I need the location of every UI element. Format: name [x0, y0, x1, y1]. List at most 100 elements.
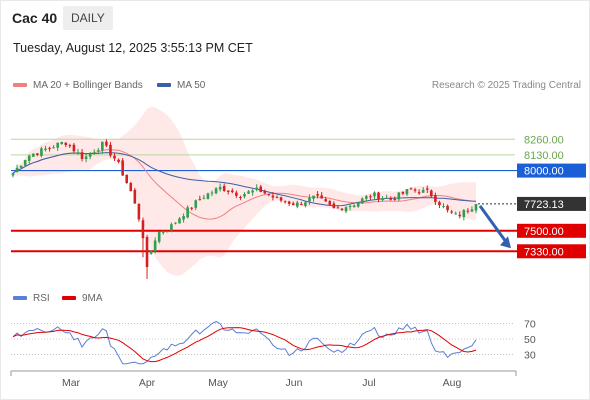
- level-box-7330.00: [517, 244, 586, 259]
- copyright: Research © 2025 Trading Central: [431, 80, 581, 91]
- candle-body: [129, 182, 133, 192]
- level-label-8000.00: 8000.00: [524, 166, 564, 178]
- candle-body: [72, 144, 76, 152]
- candle-body: [222, 186, 226, 191]
- level-label-7330.00: 7330.00: [524, 246, 564, 258]
- candle-body: [462, 209, 466, 217]
- candle-body: [170, 224, 173, 231]
- last-price-label: 7723.13: [524, 199, 564, 211]
- candle-body: [153, 240, 157, 252]
- candle-body: [113, 155, 116, 159]
- candle-body: [64, 142, 68, 145]
- candle-body: [267, 194, 271, 196]
- candle-body: [413, 189, 417, 191]
- x-tick-label-aug: Aug: [443, 377, 462, 389]
- candle-body: [348, 205, 352, 208]
- candle-body: [442, 206, 445, 208]
- x-axis: Mar Apr May Jun Jul Aug: [10, 370, 517, 389]
- candle-body: [190, 207, 194, 209]
- candle-body: [137, 203, 141, 220]
- candle-body: [101, 141, 104, 151]
- level-labels: 8260.00 8130.00 8000.00 7500.00 7330.00 7723.…: [478, 134, 586, 259]
- candle-body: [308, 197, 311, 202]
- rsi-label: RSI: [33, 293, 50, 304]
- forecast-arrow-shaft: [478, 205, 509, 245]
- candle-body: [105, 141, 108, 146]
- candle-body: [157, 232, 161, 242]
- candle-body: [304, 202, 307, 206]
- legend-rsi: RSI: [13, 293, 50, 304]
- candle-body: [393, 198, 397, 201]
- candle-body: [259, 186, 263, 192]
- rsi-tick-label: 50: [524, 334, 536, 346]
- candle-body: [401, 191, 405, 194]
- candle-body: [360, 198, 364, 204]
- candle-body: [133, 189, 137, 204]
- candle-body: [186, 207, 189, 218]
- candle-body: [434, 195, 437, 202]
- candle-body: [421, 189, 425, 193]
- ma20-swatch: [13, 83, 27, 88]
- candle-body: [344, 207, 348, 212]
- candle-body: [295, 202, 299, 207]
- candle-body: [32, 153, 35, 157]
- legend-ma50: MA 50: [157, 80, 205, 91]
- timestamp: Tuesday, August 12, 2025 3:55:13 PM CET: [13, 41, 253, 55]
- candle-body: [56, 142, 59, 148]
- candle-body: [60, 141, 64, 145]
- candle-body: [247, 191, 250, 194]
- x-tick-label-apr: Apr: [139, 377, 156, 389]
- period-selector[interactable]: DAILY: [63, 6, 113, 30]
- candle-body: [397, 192, 401, 200]
- candle-body: [373, 192, 376, 197]
- rsi-tick-label: 30: [524, 349, 536, 361]
- legend-ma20: MA 20 + Bollinger Bands: [13, 80, 143, 91]
- candle-body: [48, 147, 51, 149]
- candle-body: [178, 218, 181, 224]
- candle-body: [231, 190, 234, 193]
- ma50-label: MA 50: [177, 80, 206, 91]
- ma20-label: MA 20 + Bollinger Bands: [33, 80, 143, 91]
- rsi-panel: 70 50 30: [11, 319, 536, 365]
- candle-body: [194, 200, 198, 208]
- candle-body: [458, 214, 462, 217]
- candle-body: [328, 201, 332, 205]
- candle-body: [312, 195, 315, 199]
- candles: [11, 139, 478, 279]
- level-label-8260.00: 8260.00: [524, 134, 564, 146]
- candle-body: [356, 202, 360, 207]
- candle-body: [202, 197, 206, 199]
- candle-body: [166, 231, 169, 233]
- candle-body: [430, 190, 433, 197]
- x-tick-label-may: May: [208, 377, 229, 389]
- candle-body: [198, 199, 202, 201]
- chart-header: Cac 40 DAILY: [0, 0, 588, 34]
- candle-body: [84, 156, 88, 160]
- candle-body: [446, 205, 449, 211]
- instrument-title: Cac 40: [12, 10, 58, 26]
- candle-body: [385, 197, 388, 199]
- candle-body: [19, 165, 23, 168]
- candle-body: [352, 205, 356, 208]
- candle-body: [80, 152, 84, 159]
- candle-body: [23, 160, 27, 166]
- candle-body: [206, 193, 210, 199]
- candle-body: [450, 211, 453, 213]
- candle-body: [377, 192, 380, 200]
- candle-body: [117, 159, 120, 162]
- x-tick-label-mar: Mar: [62, 377, 81, 389]
- level-label-8130.00: 8130.00: [524, 150, 564, 162]
- candle-body: [88, 153, 92, 157]
- rsi-line: [12, 320, 477, 365]
- candle-body: [109, 144, 112, 156]
- ma50-swatch: [157, 83, 171, 88]
- candle-body: [27, 155, 31, 161]
- candle-body: [316, 194, 319, 196]
- candle-body: [340, 208, 344, 211]
- candle-body: [438, 202, 441, 206]
- candle-body: [324, 199, 328, 202]
- candle-body: [332, 203, 336, 209]
- legend-ma9: 9MA: [62, 293, 103, 304]
- rsi-tick-label: 70: [524, 319, 536, 331]
- candle-body: [92, 152, 96, 154]
